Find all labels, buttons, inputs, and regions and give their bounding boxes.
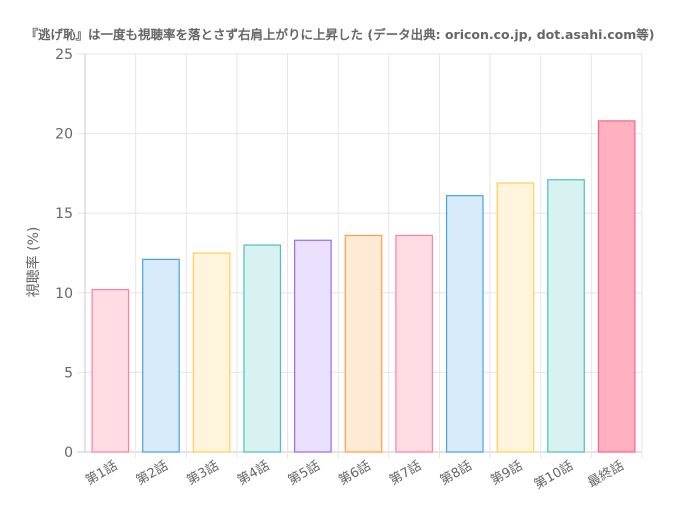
y-tick-label: 20 <box>55 127 73 143</box>
x-tick-label: 第3話 <box>184 458 222 489</box>
y-axis-ticks: 0 5 10 15 20 25 <box>55 47 73 461</box>
x-tick-label: 第5話 <box>285 458 323 489</box>
x-tick-label: 第2話 <box>133 458 171 489</box>
y-tick-label: 10 <box>55 286 73 302</box>
x-tick-label: 第10話 <box>531 458 576 493</box>
bar[interactable] <box>91 289 130 453</box>
bar[interactable] <box>445 195 484 453</box>
y-tick-label: 15 <box>55 206 73 222</box>
x-tick-label: 第7話 <box>386 458 424 489</box>
x-tick-label: 第8話 <box>437 458 475 489</box>
bar[interactable] <box>547 179 585 453</box>
x-tick-label: 第6話 <box>336 458 374 489</box>
x-axis-ticks: 第1話 第2話 第3話 第4話 第5話 第6話 第7話 第8話 第9話 第10話 最終話 <box>83 458 627 493</box>
chart-title: 『逃げ恥』は一度も視聴率を落とさず右肩上がりに上昇した (データ出典: oric… <box>25 27 655 42</box>
bar[interactable] <box>597 120 636 453</box>
bars <box>91 120 636 453</box>
x-tick-label: 第9話 <box>488 458 526 489</box>
bar[interactable] <box>294 239 332 453</box>
y-tick-label: 0 <box>64 445 73 461</box>
x-tick-label: 第1話 <box>83 458 121 489</box>
bar[interactable] <box>395 234 433 453</box>
bar[interactable] <box>344 234 383 453</box>
bar[interactable] <box>142 258 180 453</box>
x-tick-label: 第4話 <box>235 458 273 489</box>
y-tick-label: 25 <box>55 47 73 63</box>
bar[interactable] <box>496 182 535 453</box>
y-axis-label: 視聴率 (%) <box>25 227 42 298</box>
x-tick-label: 最終話 <box>585 458 627 491</box>
bar[interactable] <box>192 252 231 453</box>
bar[interactable] <box>243 244 282 453</box>
y-tick-label: 5 <box>64 365 73 381</box>
